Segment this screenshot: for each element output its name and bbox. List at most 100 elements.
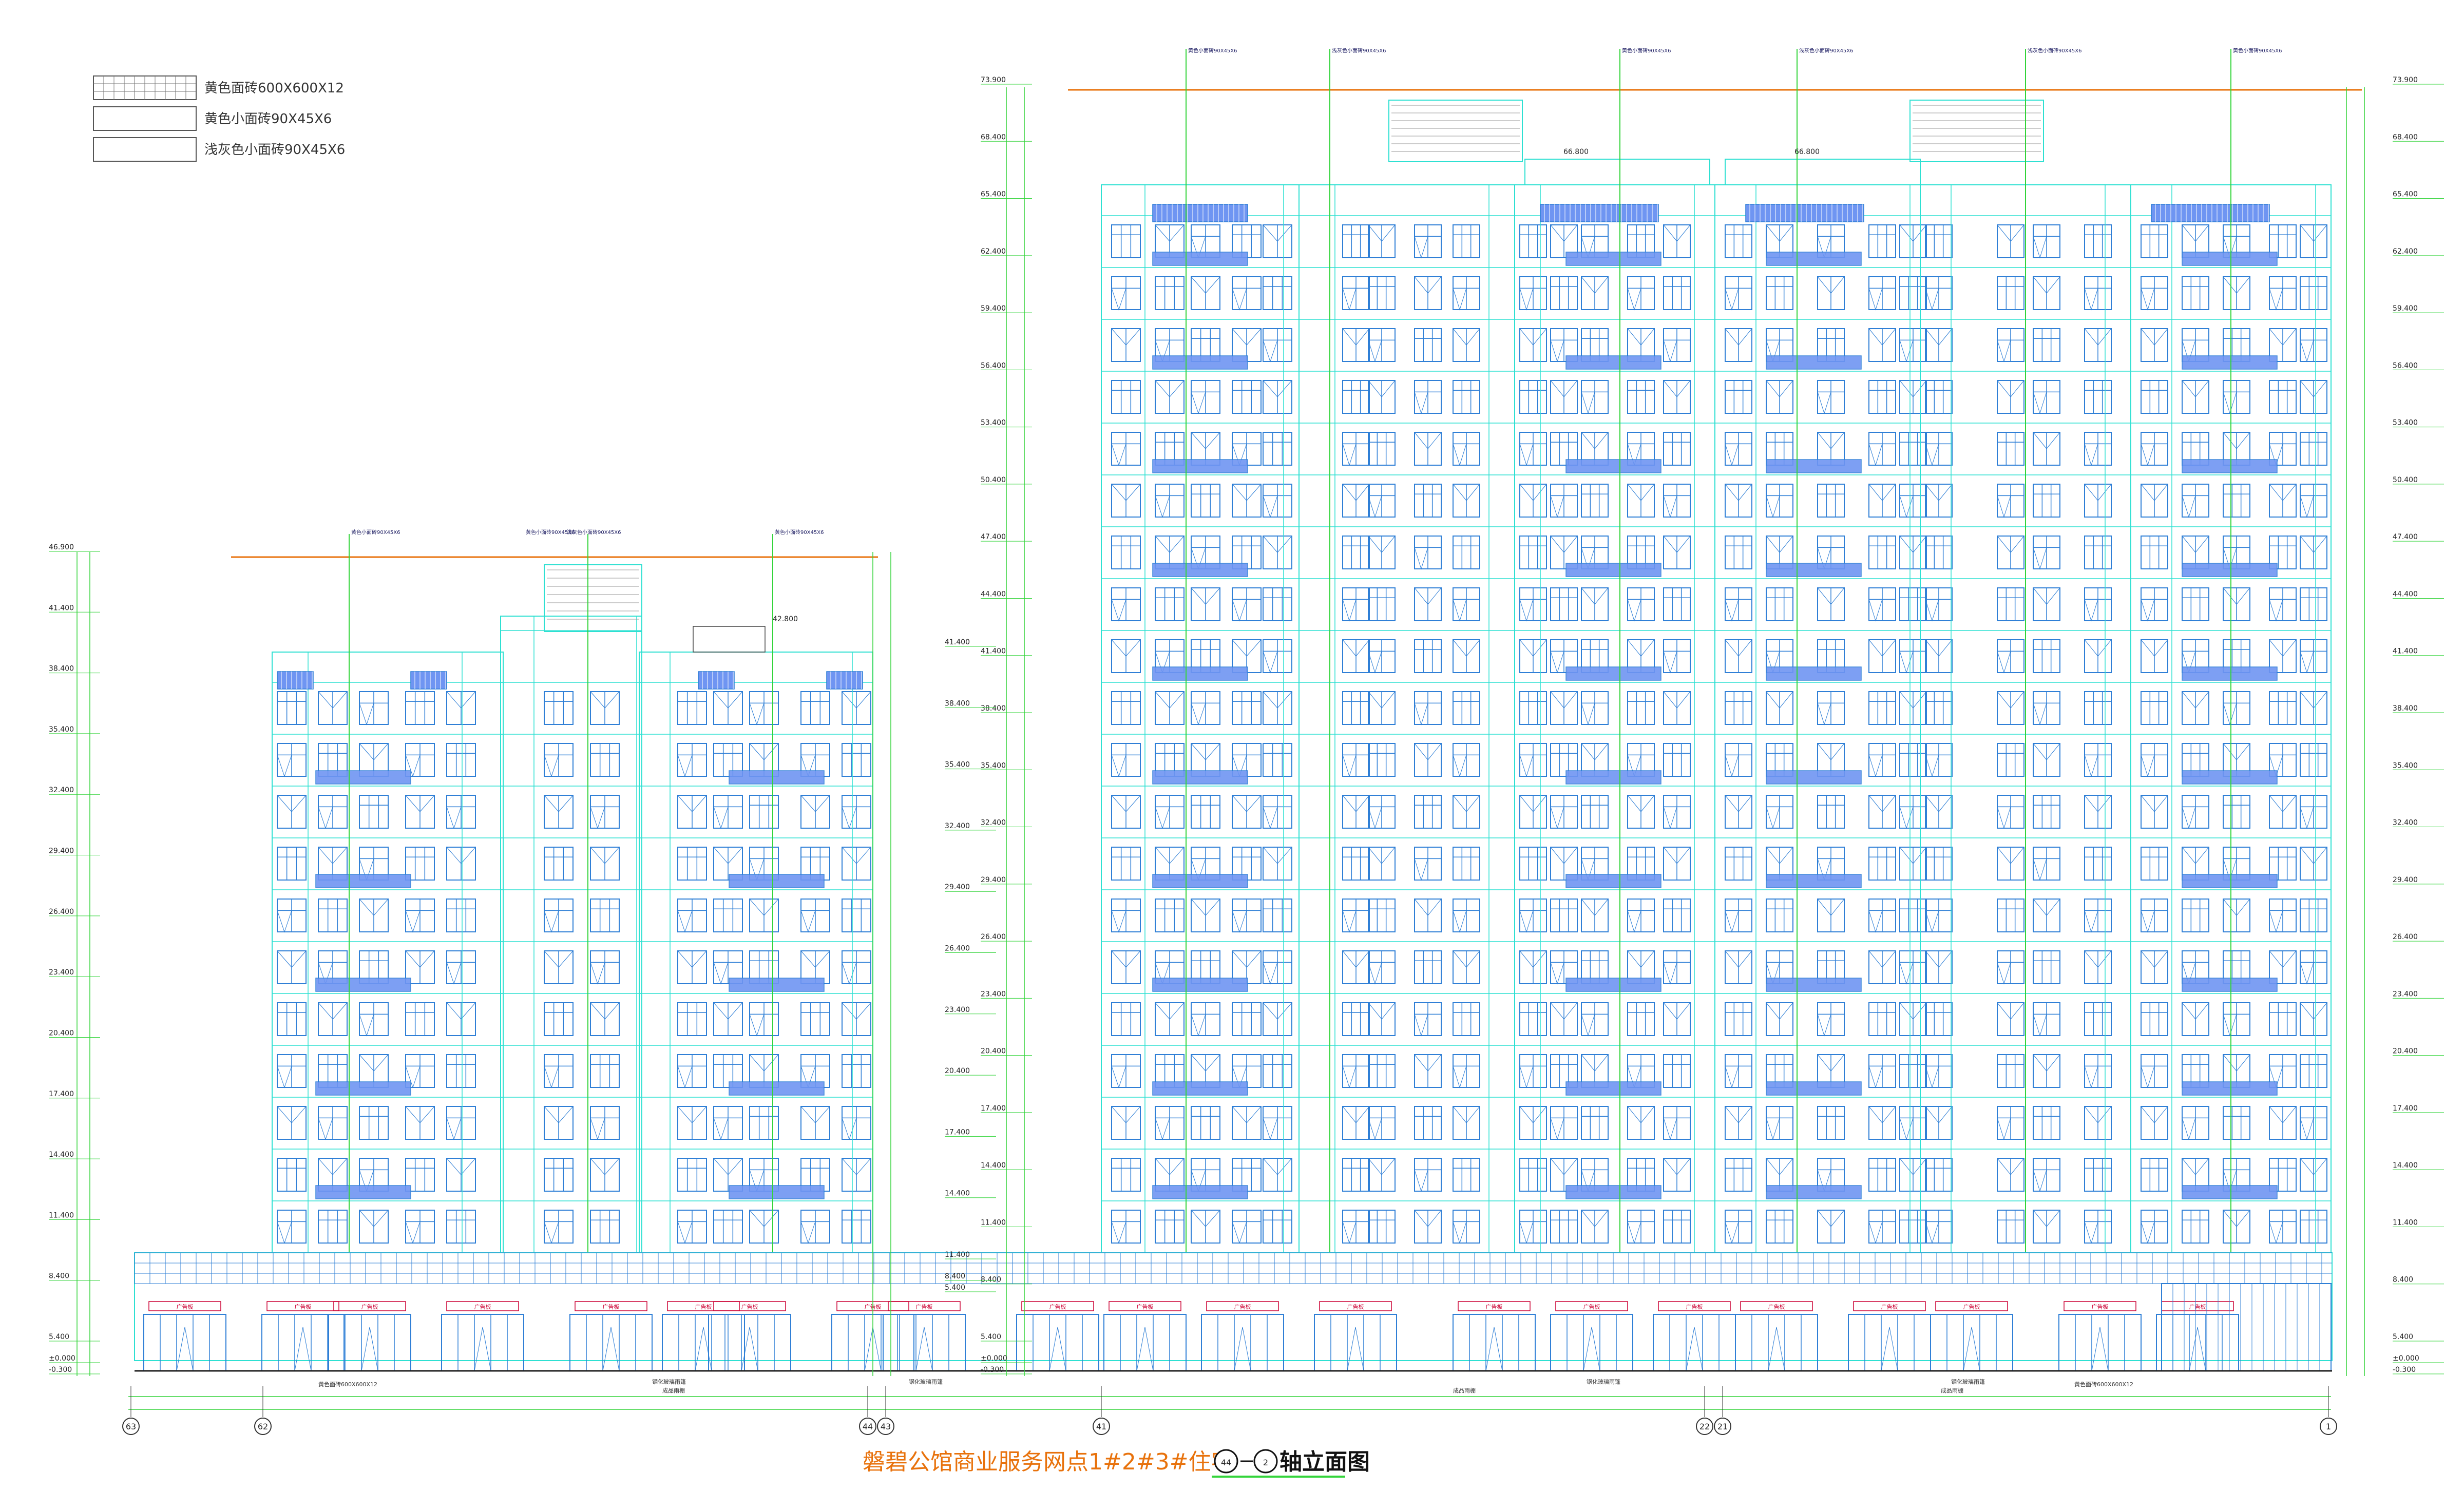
window-swing: [1453, 910, 1467, 933]
balcony-rail: [2182, 459, 2278, 473]
window: [544, 1158, 574, 1192]
level-mark: 68.400: [981, 133, 1006, 141]
window: [1899, 899, 1927, 932]
roof-railing: [1540, 204, 1659, 222]
window-swing: [1519, 484, 1534, 501]
window-swing: [1882, 1106, 1896, 1123]
window-swing: [677, 1066, 693, 1088]
window-swing: [1263, 651, 1278, 674]
roof-railing: [1745, 204, 1864, 222]
sign-board: [575, 1301, 647, 1311]
window-swing: [677, 755, 693, 777]
window-swing: [1640, 639, 1655, 657]
door-swing: [1347, 1327, 1364, 1371]
window-swing: [1997, 380, 2011, 397]
window-swing: [1466, 639, 1480, 657]
balcony-rail: [2182, 666, 2278, 681]
material-callout: 浅灰色小面砖90X45X6: [2028, 47, 2082, 54]
window-swing: [1453, 755, 1467, 777]
storefront-glazing: [143, 1314, 226, 1371]
window-swing: [2033, 858, 2047, 881]
window: [1817, 795, 1845, 829]
window-swing: [1111, 288, 1126, 311]
window: [2084, 1002, 2112, 1036]
window: [677, 847, 707, 881]
balcony-rail: [1565, 563, 1661, 577]
window: [2141, 224, 2168, 258]
window-swing: [1191, 276, 1206, 294]
stair-tower: [544, 564, 642, 632]
window-swing: [604, 1002, 620, 1020]
window-swing: [359, 899, 374, 916]
window-swing: [1594, 1054, 1609, 1072]
axis-label: 63: [126, 1422, 136, 1431]
window-swing: [1868, 1066, 1883, 1088]
window-swing: [1414, 703, 1428, 725]
window-swing: [1663, 536, 1677, 553]
window: [1342, 1002, 1370, 1036]
window-swing: [842, 847, 857, 864]
window-swing: [1725, 755, 1739, 777]
window-swing: [590, 847, 605, 864]
window-swing: [1466, 484, 1480, 501]
level-mark: 38.400: [2393, 704, 2418, 713]
window-swing: [277, 1106, 292, 1123]
balcony-rail: [1766, 1185, 1862, 1199]
level-mark: 62.400: [981, 247, 1006, 256]
window-swing: [1997, 536, 2011, 553]
window: [1725, 224, 1752, 258]
window-swing: [713, 691, 729, 709]
window: [1155, 899, 1185, 932]
window: [1342, 691, 1370, 725]
window-swing: [1191, 743, 1206, 760]
window: [590, 1054, 620, 1088]
window: [1453, 224, 1480, 258]
window-swing: [461, 1002, 476, 1020]
window: [842, 1054, 871, 1088]
window: [677, 691, 707, 725]
window-swing: [1169, 380, 1185, 397]
window: [2033, 950, 2060, 984]
window-swing: [291, 950, 307, 968]
window-swing: [1205, 743, 1220, 760]
level-mark: 14.400: [945, 1190, 970, 1198]
window-swing: [1277, 847, 1292, 864]
window-swing: [1938, 484, 1953, 501]
window-swing: [1191, 1054, 1206, 1072]
window: [1519, 1158, 1547, 1192]
axis-label: 41: [1096, 1422, 1106, 1431]
window-swing: [1997, 1118, 2011, 1140]
window-swing: [1169, 847, 1185, 864]
window-swing: [1453, 950, 1467, 968]
window-swing: [277, 1221, 292, 1244]
window-swing: [1868, 328, 1883, 346]
window: [1663, 1054, 1691, 1088]
window: [1519, 380, 1547, 414]
level-mark: 20.400: [49, 1029, 74, 1037]
window-swing: [1627, 599, 1641, 622]
window-swing: [1277, 1158, 1292, 1175]
balcony-rail: [1152, 563, 1248, 577]
window: [1519, 1002, 1547, 1036]
window-swing: [763, 743, 779, 760]
window-swing: [2182, 807, 2196, 829]
axis-bubble: 21: [1714, 1386, 1731, 1435]
level-mark: 14.400: [49, 1151, 74, 1159]
window: [2084, 1158, 2112, 1192]
window-swing: [2269, 1106, 2283, 1123]
window-swing: [1766, 536, 1780, 553]
window-swing: [2223, 432, 2237, 449]
window-swing: [2269, 950, 2283, 968]
high-block-unit-3: [1514, 184, 1715, 1253]
window-swing: [1738, 639, 1752, 657]
window: [1550, 587, 1578, 621]
window-swing: [2010, 536, 2024, 553]
window-swing: [1925, 484, 1939, 501]
balcony-rail: [2182, 770, 2278, 785]
window-swing: [2300, 1118, 2314, 1140]
window: [1368, 432, 1396, 466]
balcony-rail: [1152, 978, 1248, 992]
level-mark: 35.400: [49, 725, 74, 734]
window-swing: [1563, 536, 1578, 553]
window-swing: [1191, 1014, 1206, 1037]
